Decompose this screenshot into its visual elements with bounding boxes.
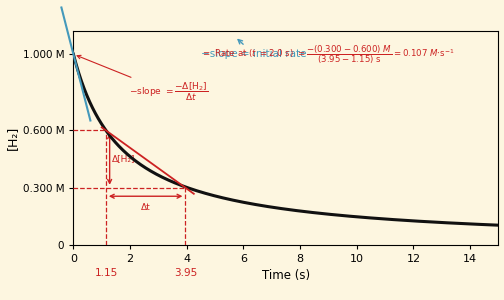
Text: 1.15: 1.15 xyxy=(94,268,117,278)
Text: $=$ Rate at ($t$ $= 2.0$ s) $= \dfrac{-(0.300 - 0.600)\ M}{(3.95 - 1.15)\ \mathr: $=$ Rate at ($t$ $= 2.0$ s) $= \dfrac{-(… xyxy=(201,43,455,65)
Text: −slope = initial rate: −slope = initial rate xyxy=(201,40,306,59)
X-axis label: Time (s): Time (s) xyxy=(262,269,310,282)
Text: Δ[H₂]: Δ[H₂] xyxy=(112,154,136,164)
Y-axis label: [H₂]: [H₂] xyxy=(6,126,19,150)
Text: Δt: Δt xyxy=(141,203,151,212)
Text: 3.95: 3.95 xyxy=(174,268,197,278)
Text: $-$slope $= \dfrac{-\Delta[\mathrm{H_2}]}{\Delta t}$: $-$slope $= \dfrac{-\Delta[\mathrm{H_2}]… xyxy=(77,55,208,103)
